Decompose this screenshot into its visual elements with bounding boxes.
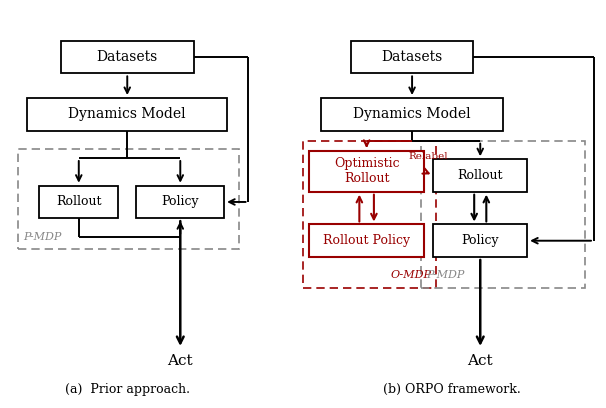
Bar	[421, 141, 585, 288]
Bar	[27, 98, 227, 131]
Bar	[309, 151, 424, 192]
Bar	[136, 186, 224, 218]
Bar	[18, 149, 239, 249]
Text: Relabel: Relabel	[409, 152, 448, 161]
Bar	[351, 41, 473, 73]
Text: Optimistic
Rollout: Optimistic Rollout	[334, 157, 399, 185]
Text: Policy: Policy	[461, 234, 499, 247]
Text: Act: Act	[467, 354, 493, 368]
Bar	[433, 159, 527, 192]
Text: (a)  Prior approach.: (a) Prior approach.	[65, 383, 190, 396]
Text: Rollout Policy: Rollout Policy	[323, 234, 410, 247]
Bar	[303, 141, 436, 288]
Text: P-MDP: P-MDP	[23, 231, 61, 242]
Bar	[321, 98, 503, 131]
Text: Dynamics Model: Dynamics Model	[353, 107, 471, 121]
Text: Rollout: Rollout	[56, 195, 102, 208]
Bar	[39, 186, 118, 218]
Text: Dynamics Model: Dynamics Model	[68, 107, 186, 121]
Text: Act: Act	[167, 354, 193, 368]
Text: O-MDP: O-MDP	[390, 270, 431, 280]
Text: (b) ORPO framework.: (b) ORPO framework.	[382, 383, 521, 396]
Text: Datasets: Datasets	[96, 50, 158, 64]
Bar	[433, 224, 527, 257]
Text: Datasets: Datasets	[381, 50, 443, 64]
Bar	[61, 41, 194, 73]
Text: Policy: Policy	[161, 195, 199, 208]
Text: Rollout: Rollout	[458, 169, 503, 182]
Text: P-MDP: P-MDP	[426, 270, 464, 280]
Bar	[309, 224, 424, 257]
